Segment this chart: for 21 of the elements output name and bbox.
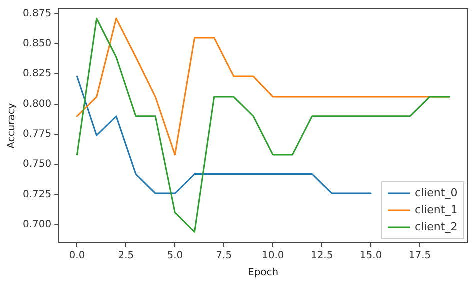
y-tick-label: 0.700 [22, 220, 52, 230]
x-tick-label: 5.0 [167, 250, 184, 262]
x-tick-label: 10.0 [262, 250, 284, 262]
y-tick-label: 0.875 [22, 8, 52, 20]
x-tick-label: 2.5 [118, 250, 134, 262]
legend-label: client_1 [415, 203, 458, 216]
x-tick-label: 7.5 [216, 250, 232, 262]
x-tick-label: 12.5 [310, 250, 334, 262]
legend-label: client_2 [415, 220, 458, 234]
y-tick-label: 0.825 [22, 68, 52, 80]
y-tick-label: 0.800 [22, 98, 52, 110]
x-tick-label: 17.5 [408, 250, 432, 262]
y-axis-title: Accuracy [6, 103, 18, 149]
y-tick-label: 0.850 [22, 38, 52, 50]
x-tick-label: 0.0 [69, 250, 86, 262]
x-axis-title: Epoch [248, 268, 279, 279]
y-tick-label: 0.775 [22, 129, 52, 140]
y-tick-label: 0.725 [22, 189, 52, 200]
x-tick-label: 15.0 [360, 250, 382, 262]
legend-label: client_0 [415, 186, 458, 200]
y-tick-label: 0.750 [22, 159, 52, 170]
